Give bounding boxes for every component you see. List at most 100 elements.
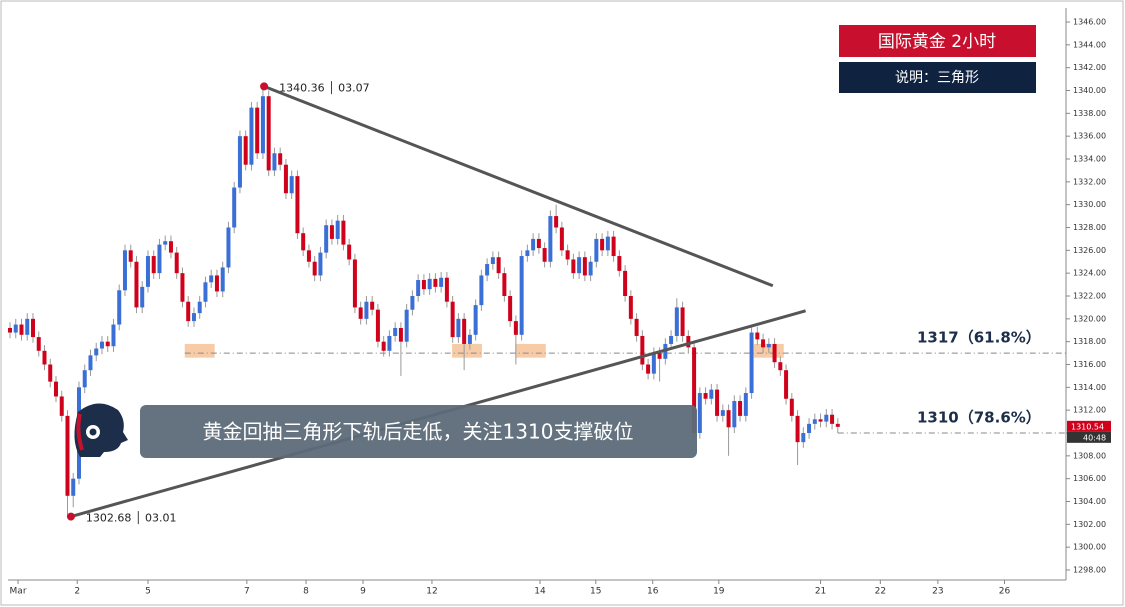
candle-body <box>163 241 168 245</box>
chart-subtitle: 说明：三角形 <box>895 70 979 86</box>
candle-body <box>582 257 587 276</box>
candle-body <box>88 355 93 371</box>
candle-body <box>168 241 173 253</box>
candle-body <box>410 296 415 310</box>
y-tick-label: 1346.00 <box>1073 18 1106 27</box>
candle-body <box>232 187 237 228</box>
pivot-point <box>260 82 269 91</box>
candle-body <box>738 401 743 416</box>
candle-body <box>117 290 122 325</box>
candle-body <box>565 250 570 260</box>
candle-body <box>692 347 697 433</box>
candle-body <box>766 343 771 348</box>
candle-body <box>140 286 145 308</box>
candle-body <box>600 238 605 251</box>
candle-body <box>456 318 461 338</box>
candle-body <box>640 335 645 365</box>
candle-body <box>8 327 12 333</box>
candle-body <box>743 393 748 416</box>
candle-body <box>134 261 139 308</box>
candle-body <box>318 252 323 276</box>
subtitle-box <box>839 62 1036 93</box>
candle-body <box>398 327 403 342</box>
candle-body <box>513 321 518 335</box>
candle-body <box>203 282 208 302</box>
candle-body <box>605 236 610 251</box>
candle-body <box>209 275 214 283</box>
candle-body <box>807 423 812 433</box>
candle-body <box>335 220 340 239</box>
x-tick-label: 2 <box>74 587 80 597</box>
y-tick-label: 1316.00 <box>1073 360 1106 369</box>
candle-body <box>301 233 306 251</box>
y-tick-label: 1304.00 <box>1073 497 1106 506</box>
candle-body <box>249 107 254 165</box>
candle-body <box>289 176 294 194</box>
candle-body <box>554 216 559 228</box>
candle-body <box>525 250 530 257</box>
candle-body <box>594 238 599 262</box>
candle-body <box>715 389 720 416</box>
candle-body <box>306 250 311 262</box>
x-tick-label: 9 <box>360 587 366 597</box>
candle-body <box>341 220 346 245</box>
candle-body <box>473 305 478 335</box>
candle-body <box>784 370 789 399</box>
candle-body <box>502 273 507 296</box>
candle-body <box>157 244 162 274</box>
candle-body <box>548 216 553 262</box>
y-tick-label: 1326.00 <box>1073 246 1106 255</box>
x-tick-label: 15 <box>590 587 601 597</box>
x-tick-label: 14 <box>534 587 546 597</box>
y-tick-label: 1322.00 <box>1073 292 1106 301</box>
candle-body <box>381 341 386 351</box>
candle-body <box>467 334 472 344</box>
candle-body <box>720 410 725 416</box>
candle-body <box>375 309 380 342</box>
candle-body <box>36 337 41 351</box>
candle-body <box>226 227 231 268</box>
candle-body <box>427 278 432 290</box>
candle-body <box>48 364 53 382</box>
candle-body <box>588 261 593 276</box>
candle-body <box>611 236 616 257</box>
candle-body <box>789 398 794 416</box>
candle-body <box>111 324 116 347</box>
last-price: 1310.54 <box>1071 422 1104 431</box>
x-tick-label: 12 <box>426 587 437 597</box>
candle-body <box>542 248 547 262</box>
candle-body <box>53 381 58 397</box>
candle-body <box>651 353 656 374</box>
pivot-label: 1340.36 │ 03.07 <box>279 80 370 94</box>
candle-body <box>59 396 64 416</box>
candle-body <box>755 332 760 340</box>
candle-body <box>761 339 766 348</box>
candle-body <box>272 153 277 171</box>
x-tick-label: 22 <box>875 587 886 597</box>
x-tick-label: 8 <box>303 587 309 597</box>
candle-body <box>42 350 47 365</box>
candle-body <box>772 343 777 363</box>
candle-body <box>801 433 806 443</box>
y-tick-label: 1302.00 <box>1073 520 1106 529</box>
candle-body <box>387 335 392 351</box>
logo <box>74 403 128 457</box>
candle-body <box>726 410 731 428</box>
candle-body <box>82 370 87 388</box>
y-tick-label: 1332.00 <box>1073 177 1106 186</box>
y-tick-label: 1312.00 <box>1073 406 1106 415</box>
y-tick-label: 1300.00 <box>1073 543 1106 552</box>
candle-body <box>559 227 564 251</box>
candle-body <box>628 296 633 319</box>
x-tick-label: 26 <box>999 587 1011 597</box>
candle-body <box>686 335 691 348</box>
highlight-zone <box>515 343 546 358</box>
x-tick-label: Mar <box>10 587 27 597</box>
candle-body <box>577 257 582 274</box>
candle-body <box>778 362 783 371</box>
countdown: 40:48 <box>1083 433 1106 442</box>
pivot-label: 1302.68 │ 03.01 <box>86 511 177 525</box>
candle-body <box>479 275 484 306</box>
